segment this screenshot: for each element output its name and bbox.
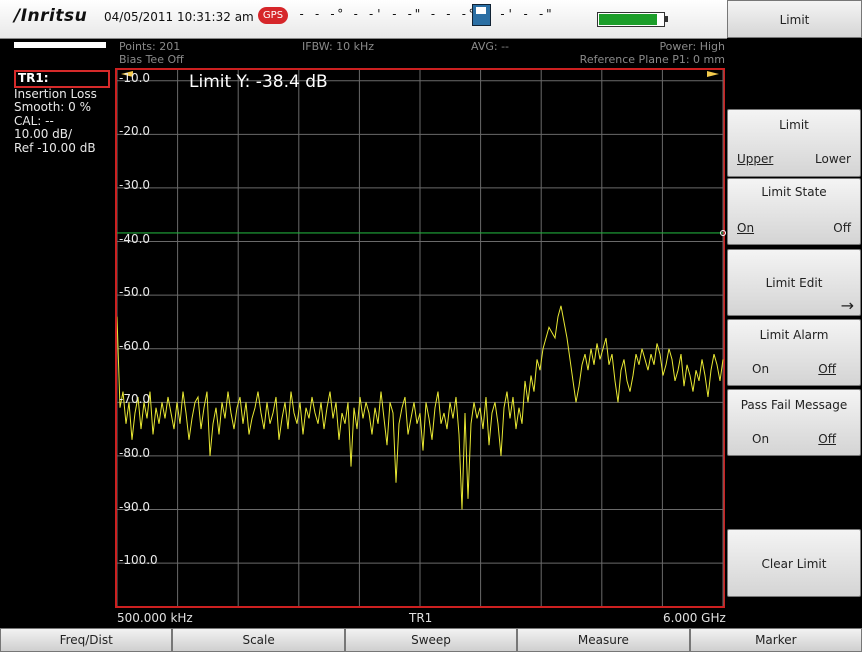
y-tick-label: -10.0 xyxy=(119,70,151,85)
limit-state-label: Limit State xyxy=(761,185,827,199)
limit-upper-lower-button[interactable]: Limit Upper Lower xyxy=(727,109,861,177)
y-tick-label: -20.0 xyxy=(119,124,151,139)
pass-fail-off: Off xyxy=(818,432,836,446)
submenu-arrow-icon: → xyxy=(840,296,854,315)
limit-state-button[interactable]: Limit State On Off xyxy=(727,178,861,245)
cal-status: CAL: -- xyxy=(14,113,54,128)
datetime: 04/05/2011 10:31:32 am xyxy=(104,10,254,24)
limit-handle xyxy=(720,229,726,236)
limit-lower-option: Lower xyxy=(815,152,851,166)
save-disk-icon[interactable] xyxy=(472,4,491,26)
limit-upper-option: Upper xyxy=(737,152,774,166)
limit-button-label: Limit xyxy=(779,118,809,132)
y-tick-label: -100.0 xyxy=(119,553,158,568)
limit-edit-button[interactable]: Limit Edit → xyxy=(727,249,861,316)
trace-name: TR1 xyxy=(409,611,433,625)
brand-logo: /Inritsu xyxy=(14,6,88,26)
y-tick-label: -80.0 xyxy=(119,445,151,460)
clear-limit-button[interactable]: Clear Limit xyxy=(727,529,861,597)
limit-state-on: On xyxy=(737,221,755,235)
y-tick-label: -30.0 xyxy=(119,177,151,192)
y-tick-label: -60.0 xyxy=(119,338,151,353)
avg-label: AVG: -- xyxy=(471,40,510,53)
trace-indicator-bar xyxy=(14,42,106,48)
gps-icon: GPS xyxy=(258,7,288,24)
bottom-menu: Freq/Dist Scale Sweep Measure Marker xyxy=(0,628,862,652)
ref-plane-label: Reference Plane P1: 0 mm xyxy=(579,53,725,66)
measurement-type: Insertion Loss xyxy=(14,86,97,101)
limit-state-off: Off xyxy=(833,221,851,235)
smoothing: Smooth: 0 % xyxy=(14,100,92,114)
y-tick-label: -90.0 xyxy=(119,499,151,514)
points-label: Points: 201 xyxy=(119,40,181,53)
start-frequency: 500.000 kHz xyxy=(117,611,193,625)
trace-id[interactable]: TR1: xyxy=(14,70,110,88)
y-tick-label: -70.0 xyxy=(119,392,151,407)
battery-fill xyxy=(599,14,657,25)
limit-readout: Limit Y: -38.4 dB xyxy=(189,72,328,92)
pass-fail-label: Pass Fail Message xyxy=(740,398,848,412)
trace-chart xyxy=(117,70,726,606)
stop-frequency: 6.000 GHz xyxy=(663,611,726,625)
limit-alarm-label: Limit Alarm xyxy=(759,328,829,342)
pass-fail-message-button[interactable]: Pass Fail Message On Off xyxy=(727,389,861,456)
menu-sweep[interactable]: Sweep xyxy=(344,628,518,652)
status-bar: /Inritsu 04/05/2011 10:31:32 am GPS - - … xyxy=(0,0,727,39)
menu-marker[interactable]: Marker xyxy=(689,628,862,652)
scale-per-div: 10.00 dB/ xyxy=(14,127,73,141)
limit-edit-label: Limit Edit xyxy=(765,276,823,290)
y-tick-label: -50.0 xyxy=(119,285,151,300)
menu-scale[interactable]: Scale xyxy=(172,628,345,652)
limit-alarm-button[interactable]: Limit Alarm On Off xyxy=(727,319,861,386)
trace-info: TR1: Insertion Loss Smooth: 0 % CAL: -- … xyxy=(14,70,114,155)
gps-coordinates: - - -° - -' - -" - - -° - -' - -" xyxy=(298,7,553,21)
battery-icon xyxy=(597,12,668,27)
limit-alarm-on: On xyxy=(752,362,770,376)
start-marker-icon xyxy=(121,71,133,77)
reference-level: Ref -10.00 dB xyxy=(14,140,96,155)
menu-measure[interactable]: Measure xyxy=(517,628,690,652)
bias-tee-label: Bias Tee Off xyxy=(119,53,184,66)
menu-freq-dist[interactable]: Freq/Dist xyxy=(0,628,173,652)
pass-fail-on: On xyxy=(752,432,770,446)
trace-plot[interactable] xyxy=(115,68,726,608)
limit-alarm-off: Off xyxy=(818,362,836,376)
trace-line xyxy=(117,305,724,510)
power-label: Power: High xyxy=(659,40,725,53)
menu-title: Limit xyxy=(727,0,862,38)
ifbw-label: IFBW: 10 kHz xyxy=(302,40,375,53)
stop-marker-icon xyxy=(707,71,719,77)
y-tick-label: -40.0 xyxy=(119,231,151,246)
